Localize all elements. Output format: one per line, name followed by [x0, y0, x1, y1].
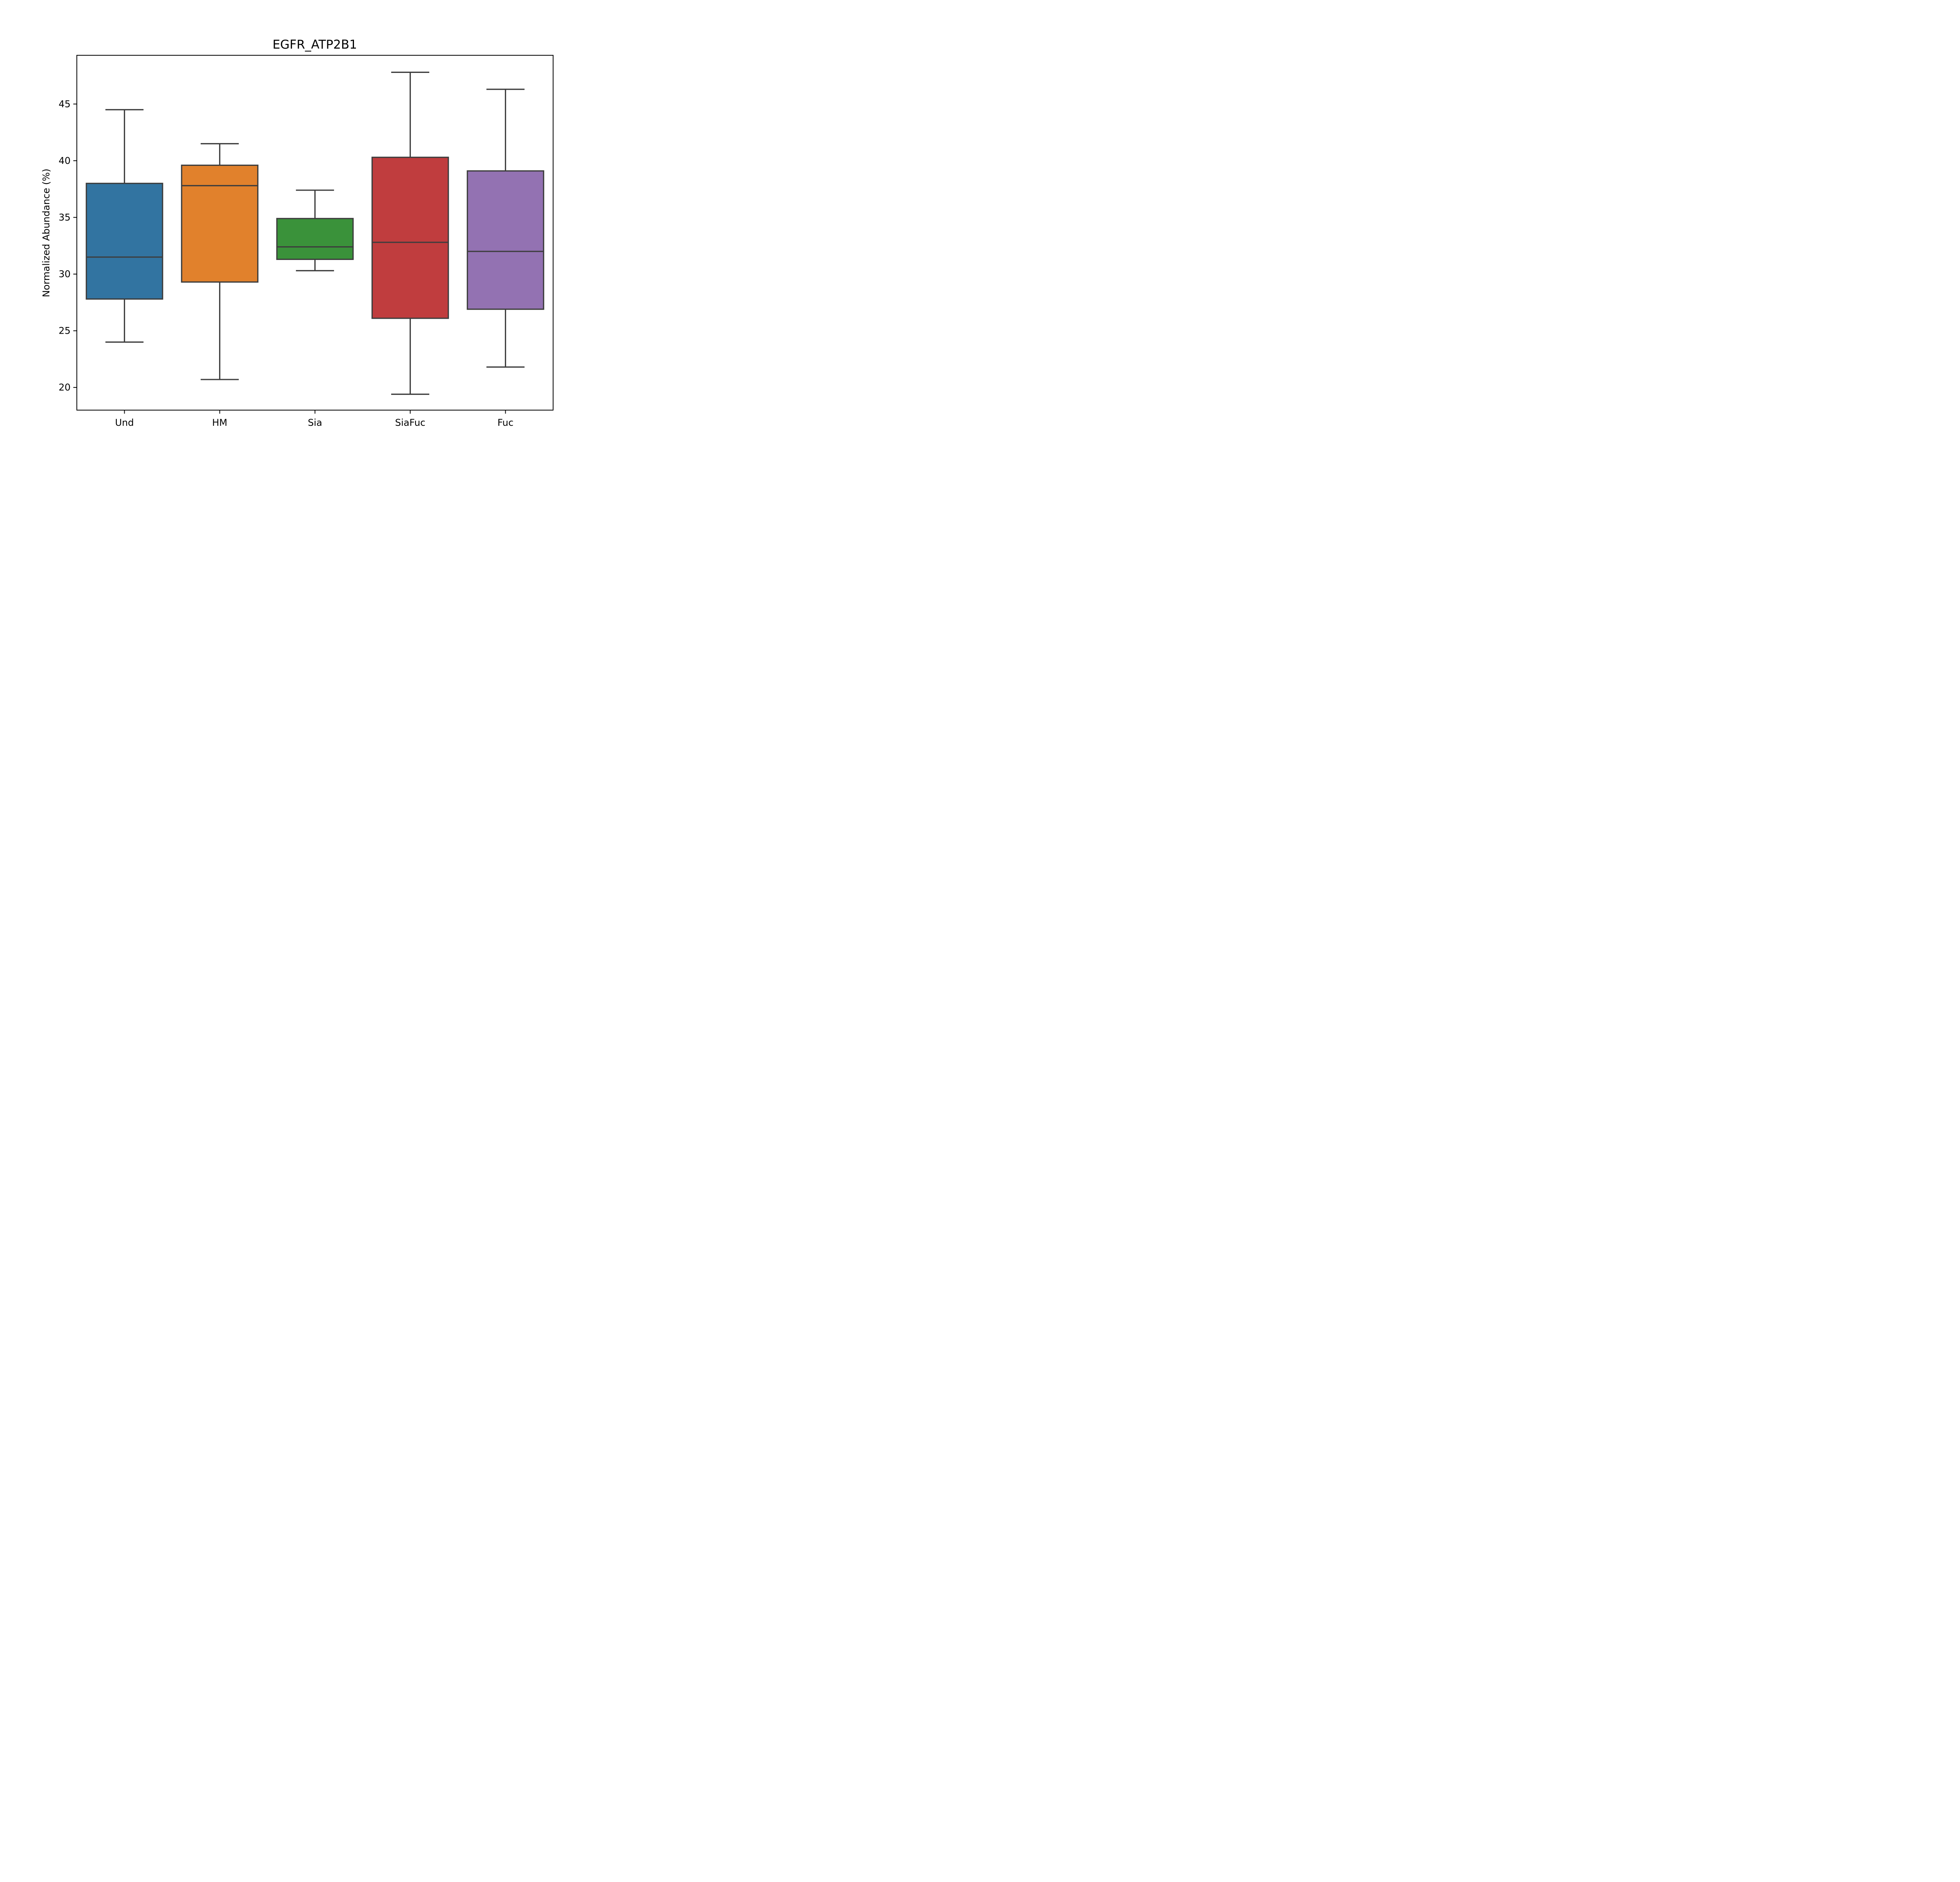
- x-tick-label: Sia: [308, 417, 322, 428]
- box-group-und: [85, 109, 163, 343]
- chart-title: EGFR_ATP2B1: [272, 38, 357, 52]
- box-plot-chart: EGFR_ATP2B1 20 25 30 35 40 45 Und HM Sia SiaFuc F…: [41, 38, 554, 428]
- box-group-fuc: [466, 89, 544, 368]
- box-group-hm: [181, 143, 259, 380]
- box-hm: [181, 164, 259, 283]
- y-axis: 20 25 30 35 40 45: [58, 98, 77, 393]
- plot-area: [85, 71, 544, 395]
- box-group-siafuc: [371, 71, 449, 395]
- x-tick-label: Fuc: [497, 417, 514, 428]
- box-siafuc: [371, 156, 449, 319]
- y-tick-label: 20: [58, 382, 71, 393]
- box-und: [85, 183, 163, 300]
- y-axis-label: Normalized Abundance (%): [41, 169, 52, 297]
- box-fuc: [466, 170, 544, 310]
- y-tick-label: 25: [58, 325, 71, 336]
- box-group-sia: [276, 189, 354, 271]
- x-tick-label: SiaFuc: [395, 417, 426, 428]
- y-tick-label: 45: [58, 98, 71, 109]
- y-tick-label: 30: [58, 269, 71, 280]
- chart-container: EGFR_ATP2B1 20 25 30 35 40 45 Und HM Sia SiaFuc F…: [0, 0, 606, 455]
- y-tick-label: 40: [58, 155, 71, 166]
- x-tick-label: HM: [212, 417, 227, 428]
- x-tick-label: Und: [115, 417, 134, 428]
- x-axis: Und HM Sia SiaFuc Fuc: [115, 410, 514, 428]
- box-sia: [276, 218, 354, 260]
- y-tick-label: 35: [58, 212, 71, 223]
